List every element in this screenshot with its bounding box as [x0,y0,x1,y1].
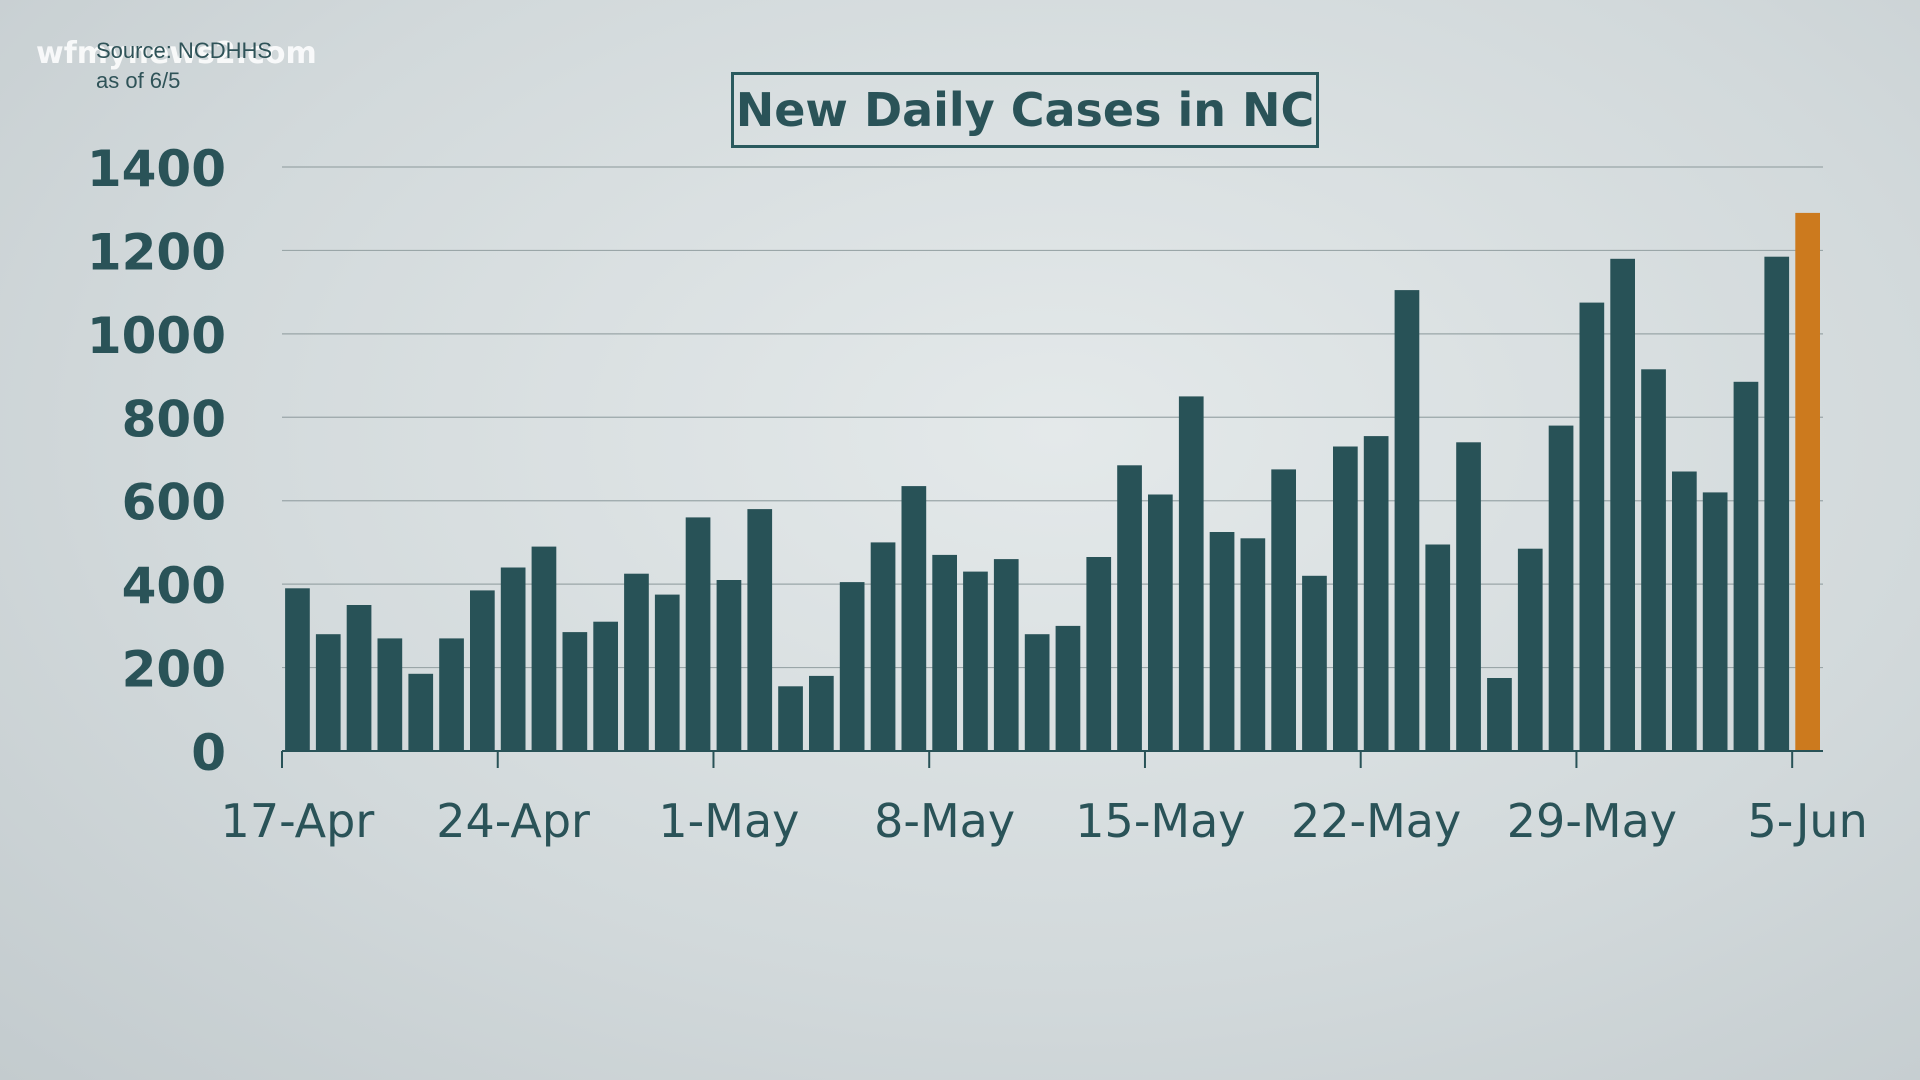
bar [1641,369,1666,751]
bar [1086,557,1112,751]
bar [346,605,372,751]
bar [809,675,834,751]
x-tick-label: 22-May [1291,794,1461,848]
x-tick-label: 1-May [658,794,799,848]
bar [747,509,773,751]
bar [1579,302,1605,751]
bar [1240,538,1266,751]
bar [1055,625,1081,751]
bar [1148,494,1173,751]
bar [685,517,711,751]
y-axis-ticks: 0 200 400 600 800 1000 1200 1400 [87,140,226,782]
bar [901,486,927,751]
bar [562,632,588,751]
x-tick-label: 8-May [874,794,1015,848]
bar [839,582,865,751]
bar [285,588,310,751]
x-axis: 17-Apr 24-Apr 1-May 8-May 15-May 22-May 29-May… [221,750,1868,848]
bar [1487,678,1512,751]
bar [439,638,464,751]
bar [1733,381,1759,751]
x-tick-label: 5-Jun [1747,794,1867,848]
y-tick-label: 1000 [87,307,226,365]
bar [1363,436,1389,751]
bar [315,634,341,751]
bar [963,571,988,751]
y-tick-label: 800 [122,390,226,448]
y-tick-label: 1400 [87,140,226,198]
y-tick-label: 200 [122,641,226,699]
bar [1610,258,1635,751]
bar [932,554,957,751]
bars [285,212,1820,751]
y-tick-label: 400 [122,557,226,615]
bar [1302,575,1327,751]
x-tick-label: 17-Apr [221,794,375,848]
bar [1548,425,1574,751]
watermark: wfmynews2.com [36,36,317,71]
bar [1209,532,1235,751]
bar [1702,492,1728,751]
y-tick-label: 1200 [87,223,226,281]
as-of-line: as of 6/5 [96,68,181,93]
bar [1394,290,1420,751]
chart-title: New Daily Cases in NC [731,72,1319,148]
bar [1456,442,1481,751]
bar [716,580,742,751]
bar [408,673,434,751]
bar [1117,465,1142,751]
bar [1795,212,1820,751]
bar [1672,471,1697,751]
x-tick-label: 24-Apr [436,794,590,848]
bar [1764,256,1790,751]
y-tick-label: 600 [122,474,226,532]
bar [654,594,680,751]
bar [778,686,803,751]
bar [993,559,1019,751]
x-tick-label: 29-May [1507,794,1677,848]
y-tick-label: 0 [191,724,226,782]
bar [1271,469,1296,751]
bar [870,542,896,751]
bar [1178,396,1204,751]
bar [531,546,557,751]
bar [1517,548,1543,751]
bar [377,638,403,751]
bar [1425,544,1451,751]
bar [1333,446,1358,751]
bar [624,573,649,751]
bar [1024,634,1050,751]
bar [470,590,495,751]
x-tick-label: 15-May [1075,794,1245,848]
source-note: Source: NCDHHS as of 6/5 [96,36,272,96]
bar [500,567,526,751]
bar [593,621,618,751]
source-line: Source: NCDHHS [96,38,273,63]
